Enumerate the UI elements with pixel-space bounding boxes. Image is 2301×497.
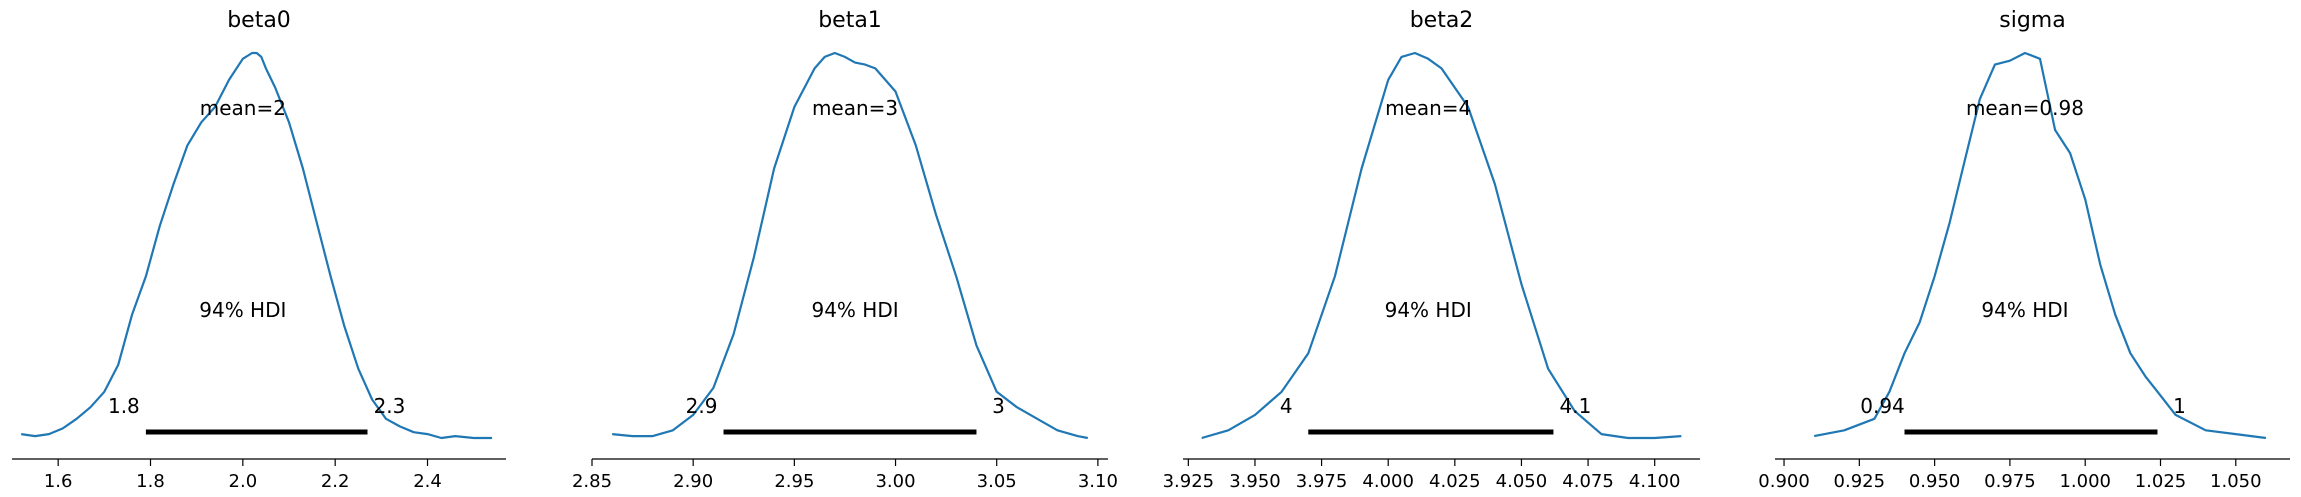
- hdi-high-label: 2.3: [374, 394, 406, 418]
- x-tick-label: 0.925: [1834, 471, 1886, 492]
- density-curve: [1813, 51, 2267, 440]
- mean-label: mean=3: [812, 96, 898, 120]
- x-tick-label: 1.050: [2210, 471, 2262, 492]
- hdi-label: 94% HDI: [1385, 298, 1472, 322]
- panel-title: sigma: [1999, 8, 2065, 33]
- hdi-high-label: 4.1: [1560, 394, 1592, 418]
- x-tick-label: 2.4: [413, 471, 442, 492]
- x-tick-label: 2.95: [774, 471, 814, 492]
- x-tick-label: 1.000: [2059, 471, 2111, 492]
- hdi-low-label: 4: [1280, 394, 1293, 418]
- hdi-high-label: 1: [2173, 394, 2186, 418]
- mean-label: mean=0.98: [1966, 96, 2084, 120]
- x-tick-label: 2.85: [572, 471, 612, 492]
- hdi-label: 94% HDI: [811, 298, 898, 322]
- x-tick-label: 3.00: [875, 471, 915, 492]
- x-tick-label: 3.05: [977, 471, 1017, 492]
- x-tick-label: 3.950: [1229, 471, 1281, 492]
- x-tick-label: 1.6: [44, 471, 73, 492]
- x-tick-label: 3.925: [1163, 471, 1215, 492]
- x-tick-label: 2.0: [229, 471, 258, 492]
- density-curve: [612, 51, 1089, 440]
- panel-title: beta1: [818, 8, 882, 33]
- panel-beta1: beta1 mean=3 94% HDI 2.9 3 2.85 2.90 2.95 3.00 3.…: [572, 8, 1118, 492]
- panel-title: beta2: [1410, 8, 1474, 33]
- x-tick-label: 0.900: [1758, 471, 1810, 492]
- x-tick-label: 4.100: [1629, 471, 1681, 492]
- mean-label: mean=2: [200, 96, 286, 120]
- hdi-low-label: 1.8: [108, 394, 140, 418]
- hdi-low-label: 0.94: [1860, 394, 1905, 418]
- x-tick-label: 1.8: [136, 471, 165, 492]
- panel-title: beta0: [227, 8, 291, 33]
- panel-sigma: sigma mean=0.98 94% HDI 0.94 1 0.900 0.925 0.95…: [1758, 8, 2290, 492]
- x-tick-label: 3.10: [1078, 471, 1118, 492]
- x-tick-label: 2.90: [673, 471, 713, 492]
- hdi-high-label: 3: [992, 394, 1005, 418]
- density-curve: [21, 51, 493, 440]
- hdi-low-label: 2.9: [686, 394, 718, 418]
- x-tick-label: 4.075: [1562, 471, 1614, 492]
- density-curve: [1201, 51, 1682, 440]
- hdi-label: 94% HDI: [199, 298, 286, 322]
- x-tick-label: 2.2: [321, 471, 350, 492]
- mean-label: mean=4: [1385, 96, 1471, 120]
- hdi-label: 94% HDI: [1981, 298, 2068, 322]
- panel-beta0: beta0 mean=2 94% HDI 1.8 2.3 1.6 1.8 2.0 2.2 2.4: [12, 8, 506, 492]
- x-tick-label: 4.025: [1429, 471, 1481, 492]
- x-tick-label: 0.975: [1984, 471, 2036, 492]
- x-tick-label: 1.025: [2135, 471, 2187, 492]
- x-tick-label: 4.050: [1496, 471, 1548, 492]
- x-tick-label: 0.950: [1909, 471, 1961, 492]
- panel-beta2: beta2 mean=4 94% HDI 4 4.1 3.925 3.950 3.975 4.0…: [1163, 8, 1700, 492]
- x-tick-label: 3.975: [1296, 471, 1348, 492]
- x-tick-label: 4.000: [1362, 471, 1414, 492]
